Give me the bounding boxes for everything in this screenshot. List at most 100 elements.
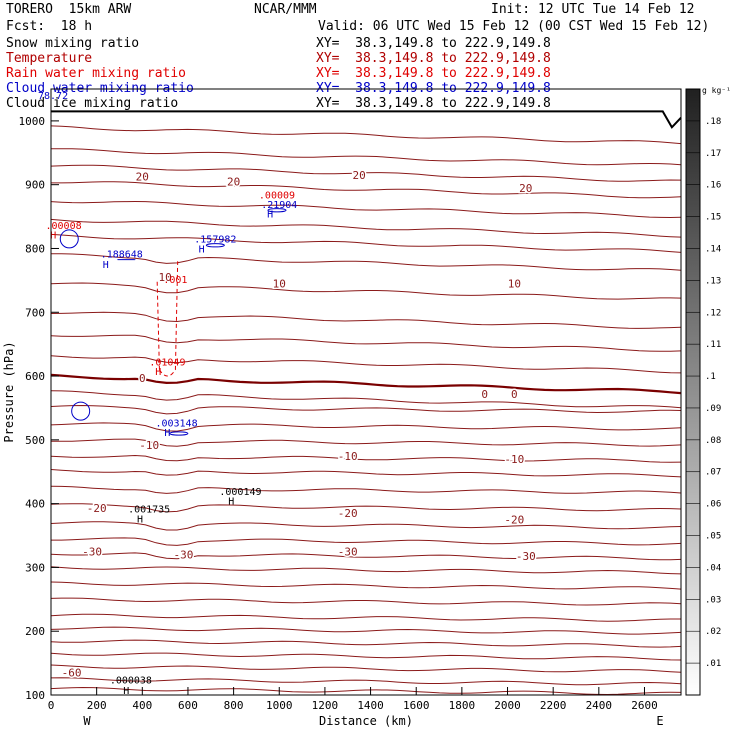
max-value-annotation: H	[50, 230, 56, 241]
x-tick-label: 1000	[266, 699, 293, 712]
temperature-contour-label: -20	[338, 507, 358, 520]
forecast-hour: Fcst: 18 h	[6, 19, 93, 34]
max-value-annotation: H	[155, 367, 161, 378]
temperature-contour-label: 0	[481, 388, 488, 401]
temperature-contour	[50, 469, 682, 478]
x-tick-label: 1400	[357, 699, 384, 712]
max-value-annotation: .000149	[219, 487, 261, 498]
colorbar	[685, 88, 701, 696]
colorbar-tick-label: .06	[705, 500, 721, 510]
temperature-contour-label: 20	[519, 182, 532, 195]
cloud-water-contour	[59, 229, 79, 249]
field-xy-temperature: XY= 38.3,149.8 to 222.9,149.8	[316, 51, 551, 66]
field-label-temperature: Temperature	[6, 51, 93, 66]
y-tick-label: 100	[25, 689, 45, 702]
max-value-annotation: H	[123, 686, 129, 697]
max-value-annotation: .00008	[45, 221, 81, 232]
max-value-annotation: .21904	[261, 200, 297, 211]
x-tick-label: 2400	[586, 699, 613, 712]
inset-value-label: 78.72	[38, 91, 68, 102]
colorbar-tick-label: .03	[705, 595, 721, 605]
temperature-contour-label: 20	[227, 175, 240, 188]
y-tick-label: 700	[25, 306, 45, 319]
temperature-contour-label: 10	[508, 278, 521, 291]
field-label-cloud-ice: Cloud ice mixing ratio	[6, 96, 179, 111]
temperature-contour	[50, 521, 682, 531]
temperature-contour	[50, 566, 682, 575]
west-endpoint-label: W	[83, 714, 91, 728]
x-tick-label: 1600	[403, 699, 430, 712]
temperature-contour-label: -30	[516, 550, 536, 563]
temperature-contour-label: -10	[338, 450, 358, 463]
colorbar-tick-label: .02	[705, 627, 721, 637]
y-tick-label: 800	[25, 242, 45, 255]
colorbar-tick-label: .08	[705, 436, 721, 446]
temperature-contour-label: -10	[139, 439, 159, 452]
colorbar-tick-label: .04	[705, 563, 721, 573]
colorbar-tick-label: .14	[705, 244, 721, 254]
temperature-contour	[50, 282, 682, 300]
temperature-contour	[50, 125, 682, 145]
temperature-contour	[51, 253, 682, 271]
valid-time: Valid: 06 UTC Wed 15 Feb 12 (00 CST Wed …	[318, 19, 710, 34]
colorbar-tick-label: .17	[705, 149, 721, 159]
y-tick-label: 400	[25, 498, 45, 511]
temperature-contour-label: 20	[353, 169, 366, 182]
max-value-annotation: H	[228, 496, 234, 507]
max-value-annotation: H	[164, 428, 170, 439]
temperature-contour	[50, 597, 682, 606]
temperature-contour	[50, 686, 682, 696]
temperature-contour-label: -20	[87, 502, 107, 515]
max-value-annotation: .01049	[149, 357, 185, 368]
x-tick-label: 2200	[540, 699, 567, 712]
max-value-annotation: .00009	[259, 190, 295, 201]
temperature-contour	[51, 537, 682, 546]
colorbar-tick-label: .01	[705, 659, 721, 669]
x-tick-label: 600	[178, 699, 198, 712]
field-xy-rain: XY= 38.3,149.8 to 222.9,149.8	[316, 66, 551, 81]
temperature-contour-label: 10	[273, 278, 286, 291]
terrain-line	[51, 110, 682, 129]
temperature-contour	[50, 390, 682, 409]
temperature-contour	[50, 613, 681, 622]
colorbar-unit-label: g kg⁻¹	[702, 86, 731, 95]
temperature-contour-label: 0	[139, 372, 146, 385]
x-tick-label: 0	[48, 699, 55, 712]
x-tick-label: 2000	[494, 699, 521, 712]
x-axis-label: Distance (km)	[319, 714, 413, 728]
temperature-contour-label: -30	[173, 549, 193, 562]
max-value-annotation: H	[137, 514, 143, 525]
max-value-annotation: .188648	[101, 250, 143, 261]
colorbar-tick-label: .07	[705, 468, 721, 478]
max-value-annotation: .000038	[110, 676, 152, 687]
temperature-contour	[50, 200, 682, 219]
temperature-contour	[50, 438, 682, 447]
org-label: NCAR/MMM	[254, 2, 317, 17]
cloud-water-contour	[71, 401, 91, 421]
init-time: Init: 12 UTC Tue 14 Feb 12	[491, 2, 695, 17]
colorbar-tick-label: .1	[705, 372, 716, 382]
temperature-contour	[50, 639, 682, 648]
temperature-contour	[50, 664, 682, 673]
max-value-annotation: .003148	[155, 419, 197, 430]
max-value-annotation: .157982	[194, 234, 236, 245]
temperature-contour	[50, 355, 682, 374]
max-value-annotation: H	[199, 244, 205, 255]
y-tick-label: 1000	[19, 115, 46, 128]
x-tick-label: 1200	[312, 699, 339, 712]
y-tick-label: 600	[25, 370, 45, 383]
field-xy-snow: XY= 38.3,149.8 to 222.9,149.8	[316, 36, 551, 51]
y-tick-label: 500	[25, 434, 45, 447]
temperature-contour	[50, 311, 682, 329]
temperature-contour	[50, 677, 682, 686]
temperature-contour	[50, 233, 682, 253]
temperature-contour-label: 10	[159, 271, 172, 284]
temperature-contour	[50, 422, 682, 432]
temperature-contour	[50, 485, 682, 494]
y-tick-label: 200	[25, 625, 45, 638]
field-label-rain: Rain water mixing ratio	[6, 66, 187, 81]
field-label-snow: Snow mixing ratio	[6, 36, 140, 51]
colorbar-tick-label: .09	[705, 404, 721, 414]
rain-contour	[156, 261, 179, 377]
